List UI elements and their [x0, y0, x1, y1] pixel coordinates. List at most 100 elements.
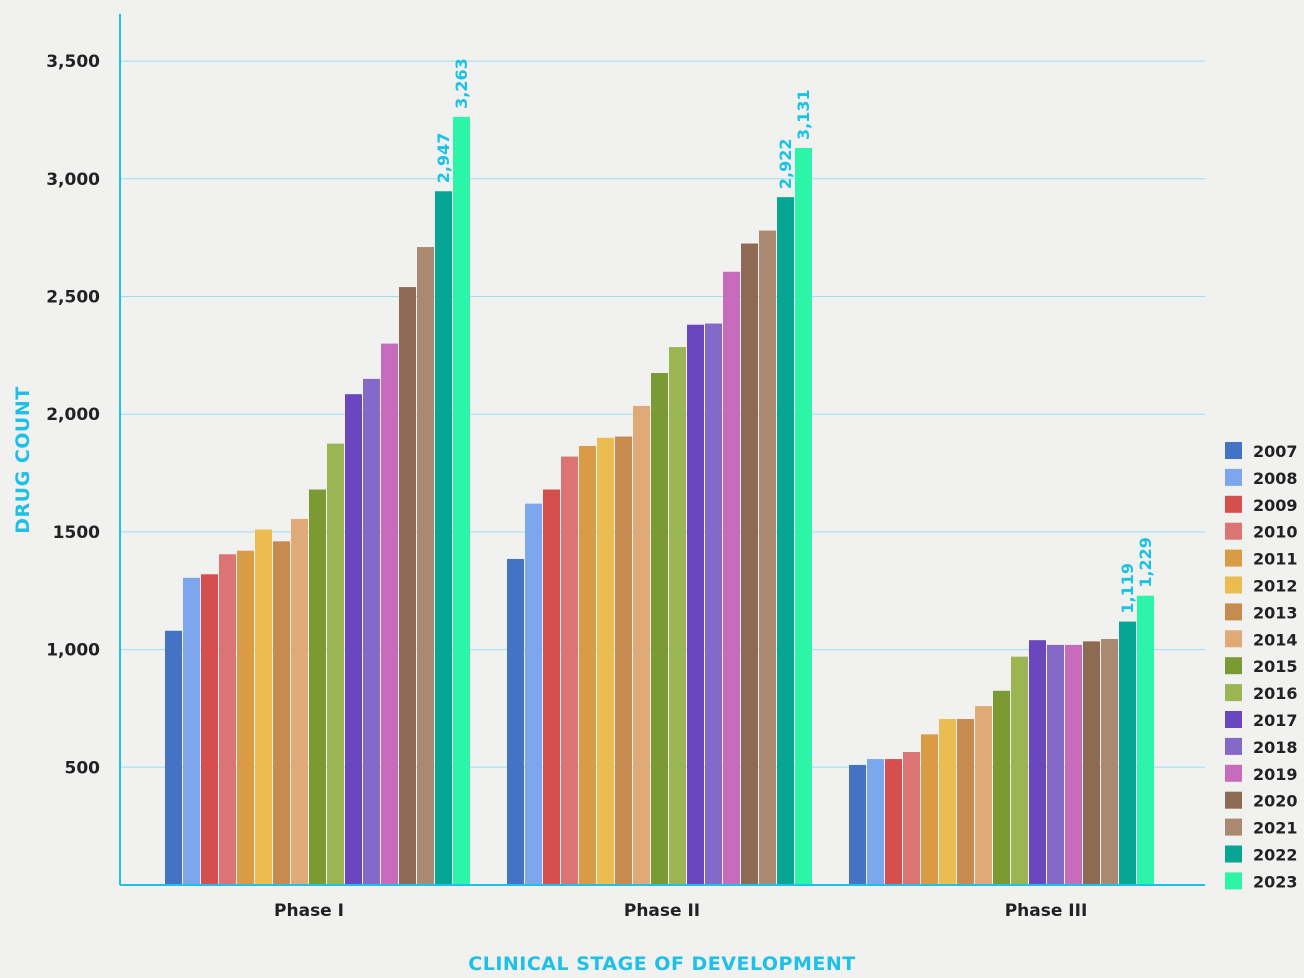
bar-2010 — [903, 752, 920, 885]
bar-2016 — [669, 347, 686, 885]
legend-swatch — [1225, 496, 1242, 513]
bar-2019 — [723, 272, 740, 885]
legend-item-2019: 2019 — [1225, 765, 1298, 784]
bar-2021 — [417, 247, 434, 885]
legend-swatch — [1225, 711, 1242, 728]
bar-2017 — [687, 325, 704, 885]
legend-label: 2008 — [1253, 469, 1298, 488]
bar-2010 — [219, 554, 236, 885]
bar-2012 — [939, 719, 956, 885]
legend-label: 2014 — [1253, 630, 1298, 649]
bar-2021 — [1101, 639, 1118, 885]
bar-2014 — [975, 706, 992, 885]
legend-item-2016: 2016 — [1225, 684, 1298, 703]
legend-label: 2013 — [1253, 603, 1298, 622]
bar-2007 — [849, 765, 866, 885]
data-label: 2,947 — [434, 133, 453, 184]
legend-item-2011: 2011 — [1225, 550, 1298, 569]
y-tick-label: 3,500 — [46, 52, 100, 72]
bar-2009 — [201, 574, 218, 885]
y-tick-label: 2,500 — [46, 287, 100, 307]
y-tick-label: 1,000 — [46, 641, 100, 661]
legend-item-2017: 2017 — [1225, 711, 1298, 730]
legend-label: 2012 — [1253, 577, 1298, 596]
legend-swatch — [1225, 738, 1242, 755]
legend-label: 2016 — [1253, 684, 1298, 703]
legend-label: 2019 — [1253, 765, 1298, 784]
bar-2020 — [1083, 641, 1100, 885]
bar-2019 — [1065, 645, 1082, 885]
legend-item-2015: 2015 — [1225, 657, 1298, 676]
legend-swatch — [1225, 577, 1242, 594]
legend-item-2013: 2013 — [1225, 603, 1298, 622]
legend-label: 2021 — [1253, 819, 1298, 838]
x-tick-label: Phase II — [624, 901, 700, 921]
x-tick-label: Phase III — [1005, 901, 1088, 921]
bar-2010 — [561, 457, 578, 885]
bar-2009 — [543, 490, 560, 885]
legend-label: 2017 — [1253, 711, 1298, 730]
legend-label: 2011 — [1253, 550, 1298, 569]
data-label: 2,922 — [776, 139, 795, 190]
legend-item-2018: 2018 — [1225, 738, 1298, 757]
x-axis-ticks: Phase I Phase II Phase III — [274, 901, 1087, 921]
legend-item-2022: 2022 — [1225, 846, 1298, 865]
bar-2007 — [165, 631, 182, 885]
bar-2016 — [327, 444, 344, 885]
bar-2007 — [507, 559, 524, 885]
bar-2016 — [1011, 657, 1028, 885]
legend-label: 2015 — [1253, 657, 1298, 676]
legend: 2007 2008 2009 2010 2011 2012 2013 2014 2015 2016… — [1225, 442, 1298, 891]
legend-swatch — [1225, 603, 1242, 620]
bar-2013 — [957, 719, 974, 885]
data-label: 3,131 — [794, 89, 813, 140]
legend-item-2012: 2012 — [1225, 577, 1298, 596]
legend-label: 2018 — [1253, 738, 1298, 757]
bar-2017 — [345, 394, 362, 885]
legend-label: 2010 — [1253, 523, 1298, 542]
legend-item-2021: 2021 — [1225, 819, 1298, 838]
legend-swatch — [1225, 469, 1242, 486]
bar-2013 — [615, 437, 632, 885]
legend-swatch — [1225, 657, 1242, 674]
legend-label: 2022 — [1253, 846, 1298, 865]
legend-label: 2020 — [1253, 792, 1298, 811]
bar-2011 — [921, 734, 938, 885]
bar-2020 — [399, 287, 416, 885]
bar-2008 — [867, 759, 884, 885]
legend-swatch — [1225, 523, 1242, 540]
bar-2023 — [453, 117, 470, 885]
legend-swatch — [1225, 630, 1242, 647]
bar-2018 — [363, 379, 380, 885]
legend-swatch — [1225, 684, 1242, 701]
y-tick-label: 1500 — [53, 523, 100, 543]
bar-2019 — [381, 344, 398, 885]
legend-swatch — [1225, 550, 1242, 567]
legend-swatch — [1225, 872, 1242, 889]
legend-swatch — [1225, 792, 1242, 809]
y-tick-label: 3,000 — [46, 170, 100, 190]
legend-item-2023: 2023 — [1225, 872, 1298, 891]
bar-2013 — [273, 541, 290, 885]
legend-item-2007: 2007 — [1225, 442, 1298, 461]
x-tick-label: Phase I — [274, 901, 344, 921]
bar-2023 — [1137, 596, 1154, 885]
bar-2021 — [759, 231, 776, 885]
bar-2023 — [795, 148, 812, 885]
legend-item-2020: 2020 — [1225, 792, 1298, 811]
bar-2018 — [1047, 645, 1064, 885]
bar-2014 — [633, 406, 650, 885]
bar-2018 — [705, 324, 722, 885]
y-tick-label: 2,000 — [46, 405, 100, 425]
bar-2022 — [777, 197, 794, 885]
legend-label: 2023 — [1253, 872, 1298, 891]
bar-2015 — [309, 490, 326, 885]
data-label: 1,119 — [1118, 563, 1137, 614]
bars — [165, 117, 1154, 885]
bar-2012 — [597, 438, 614, 885]
y-tick-label: 500 — [65, 758, 101, 778]
legend-item-2008: 2008 — [1225, 469, 1298, 488]
bar-2008 — [525, 504, 542, 885]
legend-swatch — [1225, 765, 1242, 782]
